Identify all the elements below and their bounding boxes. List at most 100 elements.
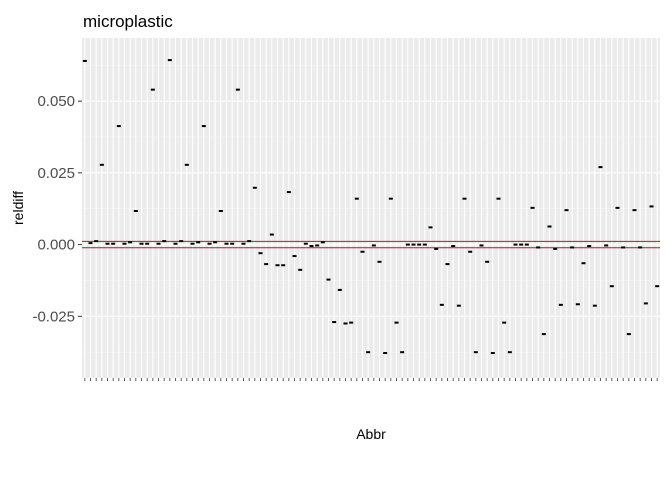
data-point [235, 88, 240, 91]
data-point [241, 242, 246, 245]
data-point [88, 242, 93, 245]
data-point [320, 241, 325, 244]
data-point [422, 243, 427, 246]
data-point [286, 191, 291, 194]
data-point [377, 260, 382, 263]
data-point [581, 262, 586, 265]
y-axis-ticks: -0.025 0.000 0.025 0.050 [32, 93, 82, 325]
data-point [258, 252, 263, 255]
data-point [264, 263, 269, 266]
data-point [94, 240, 99, 243]
data-point [354, 197, 359, 200]
data-point [558, 303, 563, 306]
data-point [626, 333, 631, 336]
data-point [82, 59, 87, 62]
data-point [383, 352, 388, 355]
data-point [570, 246, 575, 249]
data-point [179, 240, 184, 243]
data-point [649, 205, 654, 208]
data-point [252, 186, 257, 189]
data-point [405, 243, 410, 246]
data-point [451, 245, 456, 248]
data-point [190, 242, 195, 245]
data-point [530, 206, 535, 209]
data-point [575, 303, 580, 306]
data-point [207, 242, 212, 245]
data-point [400, 351, 405, 354]
data-point [417, 243, 422, 246]
data-point [133, 210, 138, 213]
data-point [507, 351, 512, 354]
data-point [473, 351, 478, 354]
data-point [394, 321, 399, 324]
data-point [128, 241, 133, 244]
data-point [598, 166, 603, 169]
plot-panel [82, 38, 660, 378]
data-point [303, 242, 308, 245]
data-point [343, 322, 348, 325]
data-point [587, 245, 592, 248]
data-point [502, 321, 507, 324]
data-point [111, 242, 116, 245]
data-point [99, 163, 104, 166]
data-point [360, 250, 365, 253]
data-point [162, 240, 167, 243]
data-point [105, 242, 110, 245]
data-point [643, 302, 648, 305]
data-point [638, 246, 643, 249]
minor-gridlines [82, 64, 660, 353]
data-point [224, 242, 229, 245]
data-point [428, 226, 433, 229]
data-point [218, 210, 223, 213]
data-point [388, 197, 393, 200]
data-point [201, 125, 206, 128]
data-point [326, 278, 331, 281]
data-point [513, 243, 518, 246]
data-point [116, 125, 121, 128]
data-point [439, 303, 444, 306]
data-point [468, 250, 473, 253]
data-point [434, 247, 439, 250]
data-point [485, 260, 490, 263]
data-point [196, 241, 201, 244]
data-point [122, 242, 127, 245]
data-point [145, 242, 150, 245]
data-point [173, 242, 178, 245]
data-point [536, 246, 541, 249]
data-point [349, 321, 354, 324]
x-axis-ticks [84, 378, 658, 381]
data-point [281, 264, 286, 267]
data-point [553, 247, 558, 250]
y-tick-label: -0.025 [32, 308, 75, 325]
data-point [315, 244, 320, 247]
data-point [524, 243, 529, 246]
data-point [621, 246, 626, 249]
major-gridlines [82, 38, 660, 378]
data-point [213, 241, 218, 244]
x-axis-title: Abbr [356, 426, 386, 442]
y-tick-label: 0.050 [37, 93, 75, 110]
data-point [541, 333, 546, 336]
data-point [298, 268, 303, 271]
data-point [632, 209, 637, 212]
data-point [564, 209, 569, 212]
data-point [269, 233, 274, 236]
data-point [490, 352, 495, 355]
data-point [547, 225, 552, 228]
y-axis-title: reldiff [10, 191, 26, 225]
data-point [371, 244, 376, 247]
data-point [275, 264, 280, 267]
data-point [615, 206, 620, 209]
data-point [230, 242, 235, 245]
data-point [655, 285, 660, 288]
data-point [496, 197, 501, 200]
data-point [366, 351, 371, 354]
data-point [337, 288, 342, 291]
data-point [167, 59, 172, 62]
data-point [479, 244, 484, 247]
data-point [519, 243, 524, 246]
data-point [604, 244, 609, 247]
data-point [609, 285, 614, 288]
data-point [592, 304, 597, 307]
